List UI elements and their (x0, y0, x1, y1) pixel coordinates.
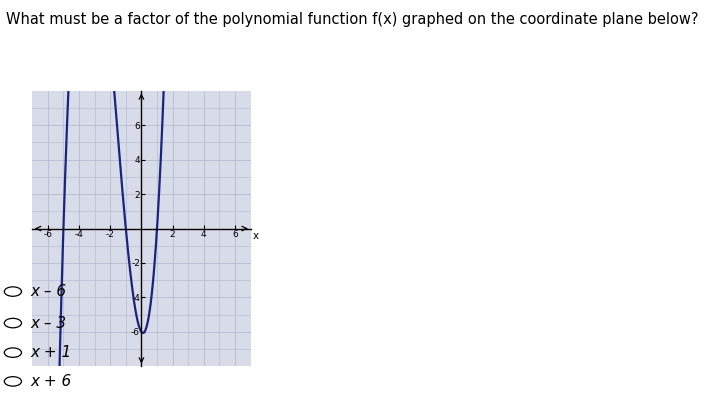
Text: x – 6: x – 6 (30, 284, 66, 299)
Text: x – 3: x – 3 (30, 316, 66, 331)
Text: x + 6: x + 6 (30, 374, 72, 389)
Text: What must be a factor of the polynomial function f(x) graphed on the coordinate : What must be a factor of the polynomial … (6, 12, 698, 27)
Text: x + 1: x + 1 (30, 345, 72, 360)
Text: x: x (253, 231, 259, 241)
